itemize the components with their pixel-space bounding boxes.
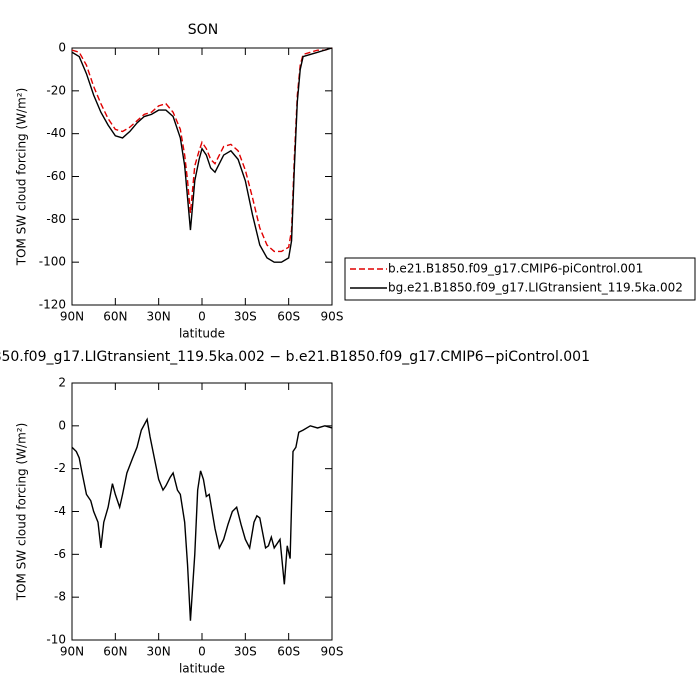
y-tick-label: -4: [54, 504, 66, 518]
x-tick-label: 30N: [147, 310, 171, 324]
y-axis-label: TOM SW cloud forcing (W/m²): [15, 423, 29, 602]
y-tick-label: -8: [54, 590, 66, 604]
y-tick-label: -80: [46, 212, 66, 226]
y-tick-label: -2: [54, 461, 66, 475]
x-tick-label: 60S: [277, 310, 300, 324]
y-tick-label: 0: [58, 41, 66, 55]
chart-title: bg.e21.B1850.f09_g17.LIGtransient_119.5k…: [0, 349, 590, 365]
x-tick-label: 60N: [103, 645, 127, 659]
y-tick-label: -20: [46, 83, 66, 97]
x-axis-label: latitude: [179, 327, 225, 341]
y-tick-label: -10: [46, 633, 66, 647]
x-tick-label: 60N: [103, 310, 127, 324]
x-tick-label: 30S: [234, 310, 257, 324]
y-tick-label: 0: [58, 418, 66, 432]
data-line: [71, 47, 333, 263]
x-tick-label: 90N: [60, 645, 84, 659]
x-tick-label: 30S: [234, 645, 257, 659]
y-tick-label: -40: [46, 126, 66, 140]
y-tick-label: -100: [39, 255, 66, 269]
x-tick-label: 90S: [321, 645, 344, 659]
x-tick-label: 0: [198, 645, 206, 659]
y-tick-label: 2: [58, 376, 66, 390]
y-tick-label: -6: [54, 547, 66, 561]
y-tick-label: -60: [46, 169, 66, 183]
legend-label: bg.e21.B1850.f09_g17.LIGtransient_119.5k…: [388, 281, 683, 295]
y-axis-label: TOM SW cloud forcing (W/m²): [15, 88, 29, 267]
x-tick-label: 90N: [60, 310, 84, 324]
legend-label: b.e21.B1850.f09_g17.CMIP6-piControl.001: [388, 262, 643, 276]
plot-frame: [71, 47, 333, 306]
chart-title: SON: [188, 22, 218, 38]
x-axis-label: latitude: [179, 662, 225, 676]
x-tick-label: 60S: [277, 645, 300, 659]
x-tick-label: 0: [198, 310, 206, 324]
y-tick-label: -120: [39, 298, 66, 312]
legend-box: [344, 257, 696, 301]
plot-frame: [71, 382, 333, 641]
data-line: [71, 417, 333, 621]
x-tick-label: 90S: [321, 310, 344, 324]
x-tick-label: 30N: [147, 645, 171, 659]
data-line: [71, 47, 333, 253]
